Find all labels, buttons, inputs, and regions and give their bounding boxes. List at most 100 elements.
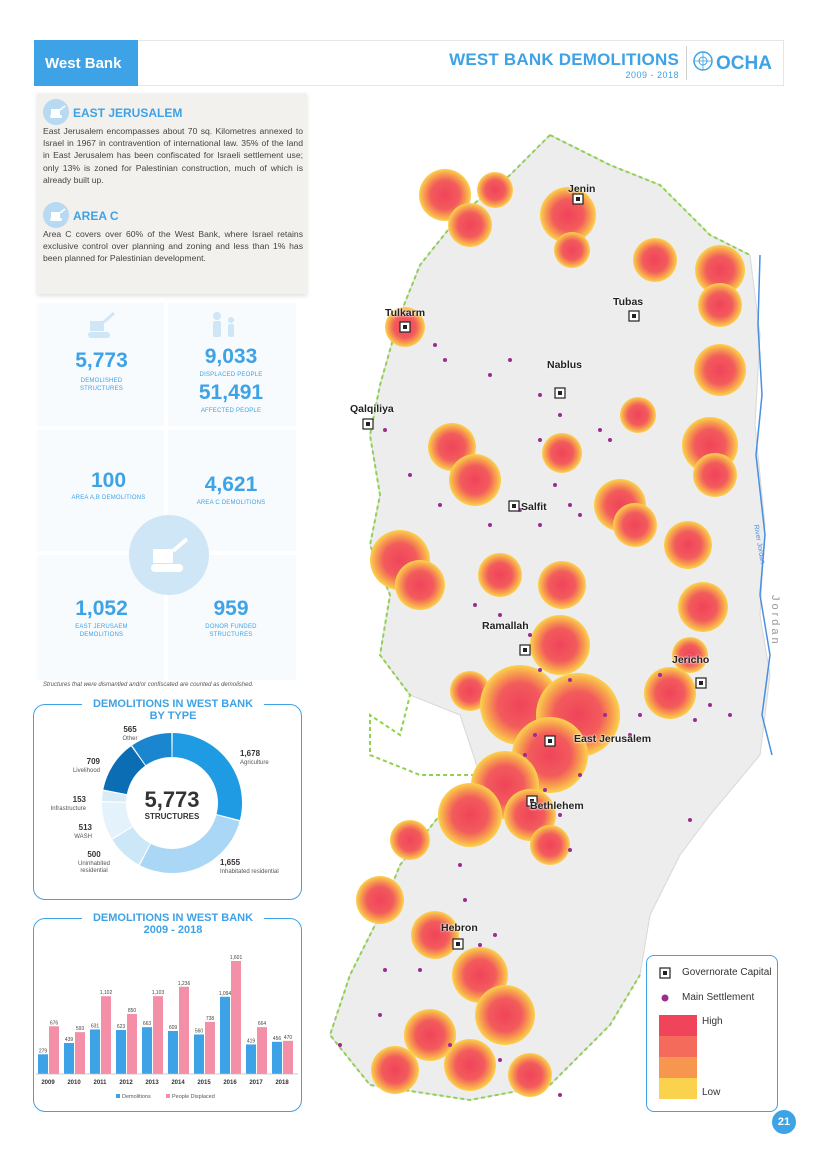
header-bar (34, 40, 784, 86)
bar-value-label: 470 (284, 1035, 293, 1041)
bar-x-tick: 2018 (275, 1080, 289, 1086)
demolished-structures-label: DEMOLISHED STRUCTURES (79, 378, 123, 392)
affected-people-label: AFFECTED PEOPLE (200, 408, 262, 414)
area-ab-label: AREA A,B DEMOLITIONS (71, 495, 146, 501)
bar-value-label: 623 (117, 1024, 126, 1030)
donut-slice (112, 827, 151, 865)
donut-value-label: 500 (87, 850, 101, 859)
bar-value-label: 1,601 (230, 955, 243, 961)
affected-people-value: 51,491 (198, 381, 264, 404)
west-bank-map: River Jordan Jordan (328, 134, 780, 1102)
capital-markers (362, 193, 707, 950)
ocha-logo: OCHA (716, 53, 772, 74)
stats-panel: 5,773 DEMOLISHED STRUCTURES 9,033 DISPLAC… (37, 303, 296, 680)
jordan-label: Jordan (769, 595, 780, 647)
legend-high-label: High (702, 1016, 723, 1027)
bulldozer-icon (151, 537, 189, 572)
area-c-label: AREA C DEMOLITIONS (196, 500, 266, 506)
bar-value-label: 676 (50, 1020, 59, 1026)
bar (49, 1026, 59, 1074)
area-c-heading: AREA C (73, 209, 119, 223)
bar-x-tick: 2013 (145, 1080, 159, 1086)
bar-x-tick: 2009 (41, 1080, 55, 1086)
bar-value-label: 1,103 (152, 990, 165, 996)
bar (257, 1027, 267, 1074)
donut-category-label: Livelihood (73, 768, 100, 774)
footnote: Structures that were dismantled and/or c… (43, 682, 254, 688)
legend-capital-label: Governorate Capital (682, 967, 772, 978)
heatmap-layer (356, 169, 746, 1097)
bar (127, 1014, 137, 1074)
city-label: Tulkarm (385, 307, 426, 319)
donut-center-label: STRUCTURES (145, 812, 200, 821)
settlement-dots (338, 343, 732, 1097)
donut-value-label: 513 (79, 823, 93, 832)
bar (64, 1043, 74, 1074)
bulldozer-icon (43, 202, 69, 228)
bar-x-tick: 2011 (93, 1080, 107, 1086)
bar (179, 986, 189, 1074)
bulldozer-icon (88, 311, 116, 338)
people-icon (213, 312, 234, 337)
bar-value-label: 456 (273, 1036, 282, 1042)
east-jerusalem-demolitions-value: 1,052 (75, 597, 128, 620)
bar-x-tick: 2012 (119, 1080, 133, 1086)
bar-value-label: 609 (169, 1025, 178, 1031)
city-label: Qalqiliya (350, 403, 394, 415)
bar (90, 1029, 100, 1074)
displaced-people-value: 9,033 (204, 345, 258, 368)
city-label: Jericho (672, 654, 710, 666)
bar-legend-swatch (116, 1094, 120, 1098)
donut-value-label: 1,655 (220, 858, 241, 867)
donut-category-label: residential (80, 868, 107, 874)
bar (194, 1034, 204, 1074)
east-jerusalem-heading: EAST JERUSALEM (73, 106, 183, 120)
bar-value-label: 663 (143, 1021, 152, 1027)
donut-category-label: Uninhabited (78, 861, 110, 867)
bar (231, 960, 241, 1074)
donut-chart-title: DEMOLITIONS IN WEST BANK BY TYPE (82, 698, 264, 722)
donut-category-label: Inhabitated residential (220, 869, 279, 875)
bar-value-label: 560 (195, 1028, 204, 1034)
bar-legend-label: Demolitions (122, 1094, 151, 1100)
bar-legend-label: People Displaced (172, 1094, 215, 1100)
bar (75, 1032, 85, 1074)
bar (168, 1031, 178, 1074)
city-label: Nablus (547, 359, 583, 371)
city-label: Hebron (441, 922, 478, 934)
east-jerusalem-demolitions-label: EAST JERUSAEM DEMOLITIONS (75, 624, 128, 638)
bar (142, 1027, 152, 1074)
demolished-structures-value: 5,773 (75, 349, 128, 372)
bar (272, 1041, 282, 1074)
bar-value-label: 738 (206, 1016, 215, 1022)
area-c-text: Area C covers over 60% of the West Bank,… (43, 229, 303, 264)
donut-slice (172, 733, 243, 821)
section-tag: West Bank (34, 40, 138, 86)
bar-value-label: 1,236 (178, 981, 191, 987)
capital-legend-icon (659, 967, 671, 979)
legend-settlement-label: Main Settlement (682, 992, 755, 1003)
city-label: Salfit (521, 501, 547, 513)
displaced-people-label: DISPLACED PEOPLE (199, 372, 263, 378)
bar-value-label: 279 (39, 1048, 48, 1054)
city-label: Tubas (613, 296, 644, 308)
bar (246, 1044, 256, 1074)
bar-legend-swatch (166, 1094, 170, 1098)
bar-x-tick: 2014 (171, 1080, 185, 1086)
page-number: 21 (772, 1110, 796, 1134)
bar-x-tick: 2015 (197, 1080, 211, 1086)
bar-value-label: 850 (128, 1008, 137, 1014)
bar-x-tick: 2010 (67, 1080, 81, 1086)
area-ab-value: 100 (90, 469, 127, 492)
donor-funded-label: DONOR FUNDED STRUCTURES (205, 624, 257, 638)
map-legend: Governorate Capital Main Settlement High… (646, 955, 778, 1112)
bar (101, 996, 111, 1074)
bar-value-label: 419 (247, 1038, 256, 1044)
donor-funded-value: 959 (213, 597, 249, 620)
donut-category-label: Other (122, 736, 137, 742)
donut-slice (132, 733, 172, 766)
bar-value-label: 664 (258, 1021, 267, 1027)
bar-x-tick: 2017 (249, 1080, 263, 1086)
bar-value-label: 439 (65, 1037, 74, 1043)
donut-slice (103, 746, 146, 795)
